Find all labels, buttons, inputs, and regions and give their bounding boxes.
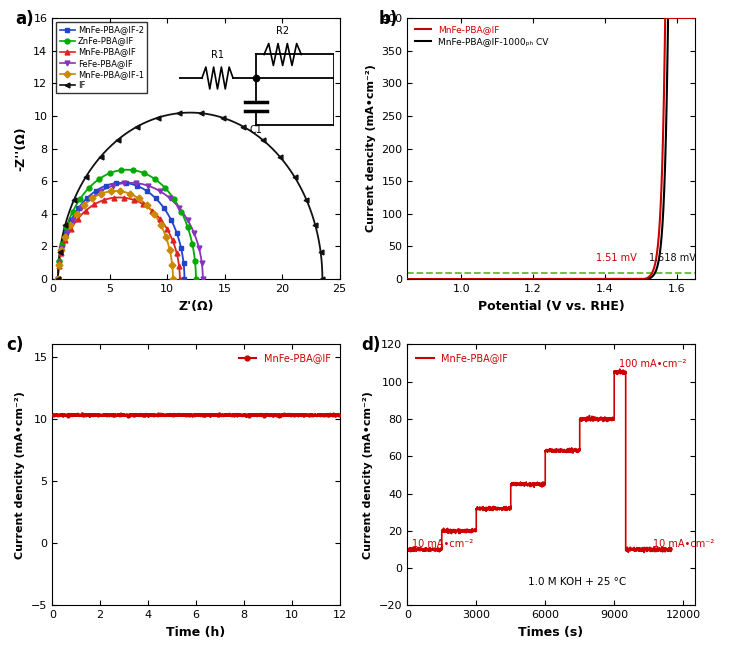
MnFe-PBA@IF-1000ₚₕ CV (682, 14, 691, 22)
X-axis label: Time (h): Time (h) (166, 626, 226, 639)
Text: c): c) (7, 337, 23, 354)
Text: 1.518 mV: 1.518 mV (649, 253, 696, 263)
X-axis label: Potential (V vs. RHE): Potential (V vs. RHE) (477, 300, 624, 313)
Legend: MnFe-PBA@IF-2, ZnFe-PBA@IF, MnFe-PBA@IF, FeFe-PBA@IF, MnFe-PBA@IF-1, IF: MnFe-PBA@IF-2, ZnFe-PBA@IF, MnFe-PBA@IF,… (56, 22, 147, 93)
MnFe-PBA@IF (535, 275, 544, 283)
MnFe-PBA@IF (682, 14, 691, 22)
MnFe-PBA@IF (418, 275, 426, 283)
Text: 100 mA•cm⁻²: 100 mA•cm⁻² (619, 359, 686, 369)
Y-axis label: Current dencity (mA•cm⁻²): Current dencity (mA•cm⁻²) (364, 391, 373, 559)
MnFe-PBA@IF-1000ₚₕ CV (535, 275, 544, 283)
Legend: MnFe-PBA@IF, MnFe-PBA@IF-1000ₚₕ CV: MnFe-PBA@IF, MnFe-PBA@IF-1000ₚₕ CV (412, 23, 551, 49)
Text: 1.0 M KOH + 25 °C: 1.0 M KOH + 25 °C (528, 577, 626, 586)
X-axis label: Times (s): Times (s) (518, 626, 583, 639)
MnFe-PBA@IF-1000ₚₕ CV (664, 14, 672, 22)
MnFe-PBA@IF-1000ₚₕ CV (542, 275, 551, 283)
Text: 1.51 mV: 1.51 mV (596, 253, 637, 263)
Line: MnFe-PBA@IF-1000ₚₕ CV: MnFe-PBA@IF-1000ₚₕ CV (407, 18, 695, 279)
Text: a): a) (15, 10, 34, 28)
Text: 10 mA•cm⁻²: 10 mA•cm⁻² (653, 539, 715, 549)
Text: 10 mA•cm⁻²: 10 mA•cm⁻² (412, 539, 473, 549)
MnFe-PBA@IF-1000ₚₕ CV (418, 275, 426, 283)
MnFe-PBA@IF-1000ₚₕ CV (403, 275, 412, 283)
MnFe-PBA@IF (629, 275, 638, 283)
Text: b): b) (379, 10, 398, 28)
Legend: MnFe-PBA@IF: MnFe-PBA@IF (235, 349, 335, 367)
Y-axis label: -Z''(Ω): -Z''(Ω) (15, 126, 28, 171)
MnFe-PBA@IF-1000ₚₕ CV (629, 275, 638, 283)
Y-axis label: Current dencity (mA•cm⁻²): Current dencity (mA•cm⁻²) (366, 64, 376, 233)
MnFe-PBA@IF (403, 275, 412, 283)
MnFe-PBA@IF (542, 275, 551, 283)
Legend: MnFe-PBA@IF: MnFe-PBA@IF (412, 349, 512, 367)
MnFe-PBA@IF (661, 14, 669, 22)
MnFe-PBA@IF (691, 14, 699, 22)
Y-axis label: Current dencity (mA•cm⁻²): Current dencity (mA•cm⁻²) (15, 391, 26, 559)
MnFe-PBA@IF (682, 14, 691, 22)
X-axis label: Z'(Ω): Z'(Ω) (178, 300, 214, 313)
Text: d): d) (361, 337, 380, 354)
MnFe-PBA@IF-1000ₚₕ CV (691, 14, 699, 22)
MnFe-PBA@IF-1000ₚₕ CV (682, 14, 691, 22)
Line: MnFe-PBA@IF: MnFe-PBA@IF (407, 18, 695, 279)
